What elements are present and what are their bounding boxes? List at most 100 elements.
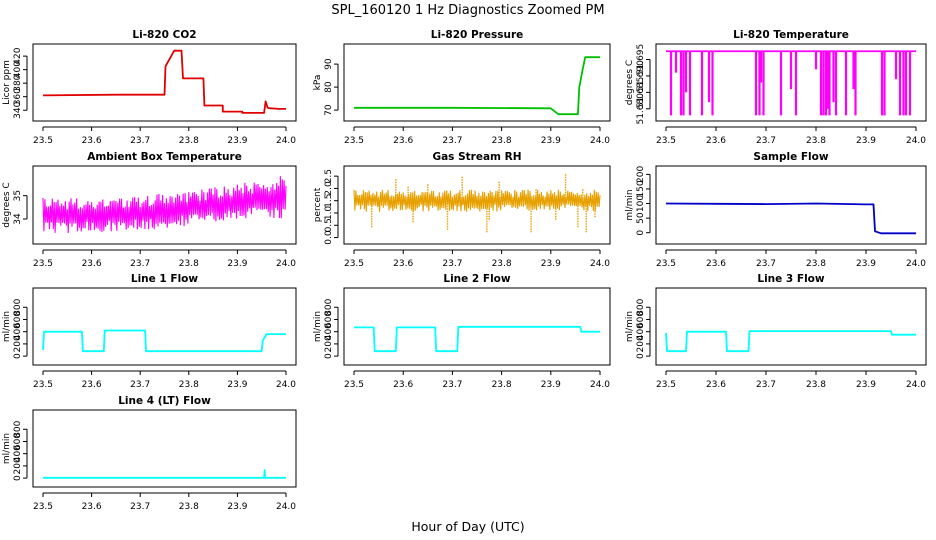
y-tick-label: 35: [13, 190, 23, 201]
x-tick-label: 23.6: [706, 136, 726, 146]
y-tick-label: 50: [636, 212, 646, 224]
y-tick-label: 34: [13, 213, 23, 225]
plot-area: [42, 176, 287, 234]
x-tick-label: 23.7: [130, 380, 150, 390]
y-tick-label: 150: [636, 180, 646, 197]
x-tick-label: 23.6: [82, 502, 102, 512]
x-tick-label: 24.0: [590, 380, 610, 390]
plot-area: [665, 330, 916, 353]
panel-frame: [32, 287, 297, 366]
figure-xlabel: Hour of Day (UTC): [411, 519, 524, 534]
x-tick-label: 23.8: [179, 502, 199, 512]
panel-frame: [32, 43, 297, 122]
x-axis: 23.5 23.6 23.7 23.8 23.9 24.0: [33, 370, 296, 390]
x-tick-label: 23.6: [393, 380, 413, 390]
y-tick-label: 0: [636, 230, 646, 236]
y-tick-label: 400: [13, 61, 23, 78]
y-tick-label: 51.680: [636, 93, 646, 125]
y-tick-label: 0.0: [324, 230, 334, 245]
x-tick-label: 23.7: [756, 259, 776, 269]
x-axis: 23.5 23.6 23.7 23.8 23.9 24.0: [344, 370, 610, 390]
x-tick-label: 23.8: [492, 380, 512, 390]
y-tick-label: 600: [324, 311, 334, 328]
y-axis-label: kPa: [313, 75, 323, 91]
panel-title: Li-820 Temperature: [733, 29, 849, 41]
plot-area: [354, 325, 600, 353]
x-tick-label: 23.6: [393, 259, 413, 269]
data-series-line: [43, 469, 286, 479]
panel-title: Line 2 Flow: [443, 273, 510, 285]
panel-frame: [655, 165, 927, 245]
y-tick-label: 2.5: [324, 169, 334, 183]
x-tick-label: 24.0: [276, 380, 296, 390]
x-axis: 23.5 23.6 23.7 23.8 23.9 24.0: [33, 249, 296, 269]
y-tick-label: 200: [636, 335, 646, 352]
x-tick-label: 23.9: [227, 259, 247, 269]
x-axis: 23.5 23.6 23.7 23.8 23.9 24.0: [656, 370, 926, 390]
plot-area: [43, 469, 286, 479]
y-tick-label: 600: [636, 311, 646, 328]
y-tick-label: 200: [13, 457, 23, 474]
y-tick-label: 2.0: [324, 181, 334, 196]
x-tick-label: 23.9: [856, 259, 876, 269]
x-tick-label: 23.7: [442, 259, 462, 269]
x-tick-label: 23.9: [541, 136, 561, 146]
y-tick-label: 360: [13, 88, 23, 105]
y-axis-label: ml/min: [625, 311, 635, 342]
x-tick-label: 23.8: [806, 380, 826, 390]
x-tick-label: 23.5: [656, 380, 676, 390]
y-tick-label: 0.5: [324, 218, 334, 232]
y-tick-label: 380: [13, 74, 23, 91]
plot-area: [42, 49, 286, 114]
y-tick-label: 400: [13, 445, 23, 462]
x-tick-label: 24.0: [590, 136, 610, 146]
x-tick-label: 23.5: [344, 259, 364, 269]
panel-licor_temp: Li-820 Temperature 23.5 23.6 23.7 23.8 23.9 24…: [625, 29, 927, 146]
data-series-line: [42, 49, 286, 114]
plot-area: [354, 56, 600, 116]
plot-area: [666, 50, 916, 116]
plot-area: [42, 329, 286, 353]
x-tick-label: 24.0: [906, 136, 926, 146]
x-tick-label: 23.6: [82, 136, 102, 146]
x-tick-label: 23.5: [33, 380, 53, 390]
x-tick-label: 23.7: [130, 136, 150, 146]
y-tick-label: 400: [636, 323, 646, 340]
y-axis-label: Licor ppm: [2, 60, 12, 105]
panel-frame: [32, 409, 297, 488]
y-tick-label: 51.695: [636, 44, 646, 76]
x-tick-label: 24.0: [276, 502, 296, 512]
x-tick-label: 23.5: [656, 136, 676, 146]
x-tick-label: 23.7: [756, 380, 776, 390]
panel-title: Line 1 Flow: [131, 273, 198, 285]
panel-frame: [655, 43, 927, 122]
x-tick-label: 23.7: [442, 380, 462, 390]
plot-area: [665, 202, 916, 235]
data-series-noise: [42, 176, 287, 234]
x-axis: 23.5 23.6 23.7 23.8 23.9 24.0: [344, 126, 610, 146]
y-tick-label: 600: [13, 311, 23, 328]
x-axis: 23.5 23.6 23.7 23.8 23.9 24.0: [656, 249, 926, 269]
data-series-line: [42, 329, 286, 353]
y-tick-label: 51.685: [636, 77, 646, 109]
y-tick-label: 800: [13, 298, 23, 315]
y-axis-label: ml/min: [625, 189, 635, 220]
y-tick-label: 100: [636, 195, 646, 212]
panel-frame: [32, 165, 297, 245]
x-tick-label: 23.7: [442, 136, 462, 146]
panel-title: Li-820 CO2: [132, 29, 196, 41]
x-tick-label: 24.0: [906, 380, 926, 390]
x-tick-label: 23.9: [541, 259, 561, 269]
y-tick-label: 340: [13, 101, 23, 118]
x-tick-label: 23.8: [492, 259, 512, 269]
data-series-line: [665, 202, 916, 235]
panel-frame: [655, 287, 927, 366]
x-tick-label: 23.6: [82, 380, 102, 390]
